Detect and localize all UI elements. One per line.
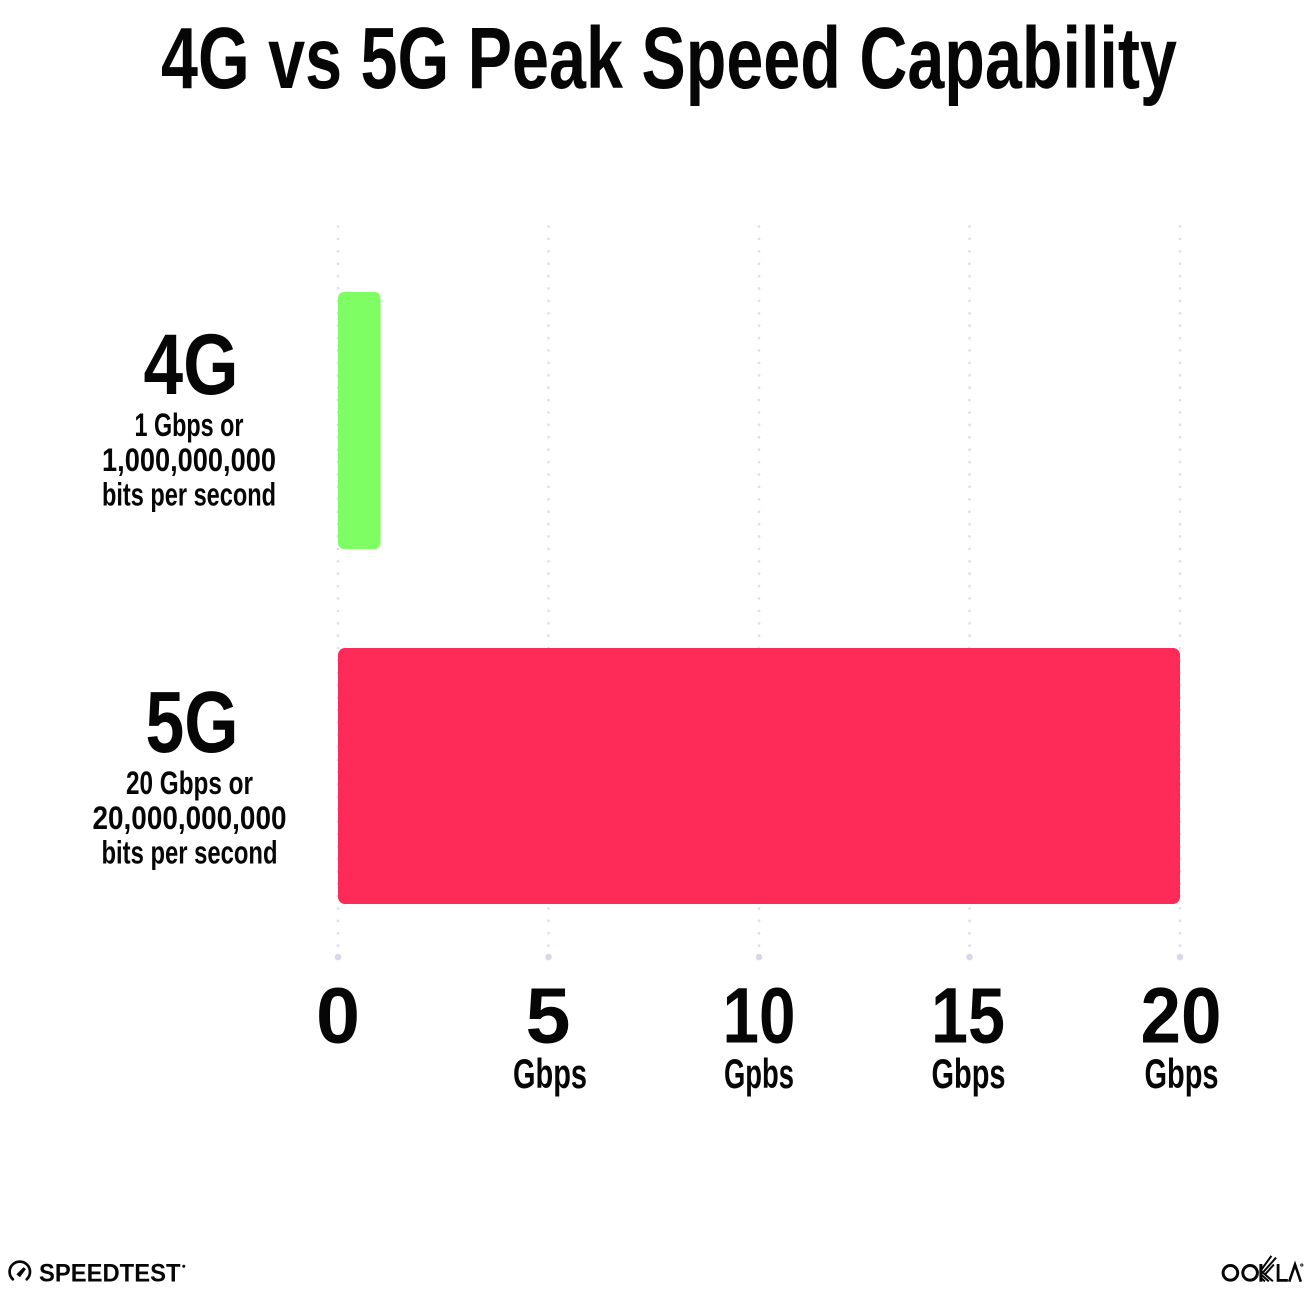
svg-text:15: 15 [931, 971, 1005, 1060]
svg-text:Gpbs: Gpbs [724, 1050, 794, 1097]
svg-text:5G: 5G [146, 674, 239, 771]
svg-text:4G vs 5G Peak Speed Capability: 4G vs 5G Peak Speed Capability [161, 10, 1177, 107]
svg-text:bits per second: bits per second [102, 835, 278, 871]
svg-text:Gbps: Gbps [932, 1050, 1006, 1097]
svg-text:20: 20 [1141, 971, 1222, 1060]
svg-text:10: 10 [723, 971, 796, 1060]
svg-text:20 Gbps or: 20 Gbps or [126, 765, 253, 801]
svg-text:1 Gbps or: 1 Gbps or [135, 407, 244, 443]
svg-text:20,000,000,000: 20,000,000,000 [93, 800, 287, 836]
svg-text:SPEEDTEST: SPEEDTEST [39, 1260, 181, 1288]
svg-text:bits per second: bits per second [102, 477, 276, 513]
svg-text:0: 0 [316, 971, 360, 1060]
svg-text:4G: 4G [144, 317, 239, 413]
svg-text:1,000,000,000: 1,000,000,000 [102, 442, 276, 478]
svg-text:Gbps: Gbps [513, 1050, 587, 1097]
svg-text:5: 5 [526, 971, 571, 1060]
svg-text:Gbps: Gbps [1145, 1050, 1219, 1097]
